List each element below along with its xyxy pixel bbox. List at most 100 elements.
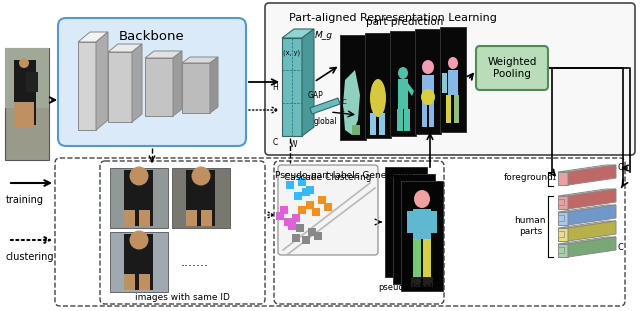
Polygon shape [558, 237, 616, 244]
Bar [365, 33, 391, 138]
Bar [26, 72, 38, 92]
FancyBboxPatch shape [274, 161, 444, 304]
Bar [415, 29, 441, 134]
Bar [201, 210, 212, 226]
Bar [14, 102, 24, 127]
Ellipse shape [19, 58, 29, 68]
Polygon shape [108, 44, 142, 52]
Bar [296, 224, 304, 232]
Bar [5, 48, 49, 160]
Bar [422, 75, 434, 103]
Polygon shape [568, 165, 616, 185]
Bar [429, 103, 434, 127]
Text: C: C [342, 99, 347, 105]
Ellipse shape [129, 230, 148, 249]
Bar [446, 95, 451, 123]
Text: Pseudo-part-labels Generation: Pseudo-part-labels Generation [275, 171, 413, 180]
Bar [298, 178, 306, 186]
FancyBboxPatch shape [58, 18, 246, 146]
Polygon shape [78, 32, 108, 42]
Text: part prediction: part prediction [366, 17, 444, 27]
Polygon shape [132, 44, 142, 122]
Bar [302, 236, 310, 244]
Bar [401, 181, 443, 291]
Bar [454, 95, 459, 123]
Polygon shape [78, 42, 96, 130]
Text: H: H [272, 82, 278, 91]
Text: pseudo-labels: pseudo-labels [379, 283, 437, 292]
Polygon shape [558, 205, 616, 212]
Bar [379, 113, 385, 135]
Bar [422, 103, 427, 127]
Polygon shape [282, 38, 302, 136]
Ellipse shape [191, 166, 211, 185]
Text: C: C [618, 164, 624, 173]
Polygon shape [558, 172, 568, 185]
Bar [448, 70, 458, 95]
Bar [292, 234, 300, 242]
Bar [306, 201, 314, 209]
Text: global: global [313, 117, 337, 126]
Bar [324, 203, 332, 211]
Polygon shape [182, 57, 218, 63]
Text: Backbone: Backbone [119, 30, 185, 43]
Text: clustering: clustering [6, 252, 54, 262]
Polygon shape [568, 205, 616, 225]
FancyBboxPatch shape [265, 3, 635, 155]
Bar [302, 188, 310, 196]
Bar [398, 79, 408, 109]
Bar [558, 199, 564, 205]
Text: C: C [273, 138, 278, 147]
Polygon shape [558, 196, 568, 209]
Polygon shape [282, 29, 314, 38]
Bar [413, 209, 431, 239]
Ellipse shape [414, 190, 430, 208]
Bar [124, 210, 135, 226]
Bar [558, 231, 564, 237]
Bar [314, 232, 322, 240]
Bar [308, 228, 316, 236]
Ellipse shape [448, 57, 458, 69]
Text: images with same ID: images with same ID [134, 293, 229, 302]
Bar [110, 232, 168, 292]
Polygon shape [558, 244, 568, 257]
Polygon shape [407, 83, 414, 96]
Text: .......: ....... [181, 256, 209, 268]
Ellipse shape [129, 166, 148, 185]
FancyBboxPatch shape [55, 158, 625, 306]
Bar [407, 211, 413, 233]
Polygon shape [558, 212, 568, 225]
Bar [298, 206, 306, 214]
Polygon shape [558, 165, 616, 172]
Text: human
parts: human parts [515, 216, 546, 236]
Bar [423, 239, 431, 277]
Text: Cascade Clustering: Cascade Clustering [284, 173, 372, 182]
Bar [413, 239, 421, 277]
Polygon shape [558, 228, 568, 241]
Bar [124, 234, 153, 290]
Ellipse shape [421, 89, 435, 105]
Bar [294, 192, 302, 200]
Polygon shape [145, 58, 173, 116]
Bar [139, 210, 150, 226]
Bar [276, 212, 284, 220]
Bar [312, 208, 320, 216]
Text: C: C [618, 244, 624, 253]
Text: GAP: GAP [308, 91, 324, 100]
Polygon shape [568, 189, 616, 209]
Bar [186, 210, 197, 226]
Bar [124, 170, 153, 226]
Bar [186, 170, 215, 226]
Bar [292, 214, 300, 222]
Bar [124, 274, 135, 290]
Bar [139, 274, 150, 290]
Bar [280, 206, 288, 214]
Bar [352, 125, 360, 135]
Text: (x, y): (x, y) [284, 50, 301, 57]
Polygon shape [96, 32, 108, 130]
Bar [370, 113, 376, 135]
Text: M_g: M_g [315, 31, 333, 40]
Bar [411, 277, 421, 287]
Bar [340, 35, 366, 140]
Bar [558, 215, 564, 221]
